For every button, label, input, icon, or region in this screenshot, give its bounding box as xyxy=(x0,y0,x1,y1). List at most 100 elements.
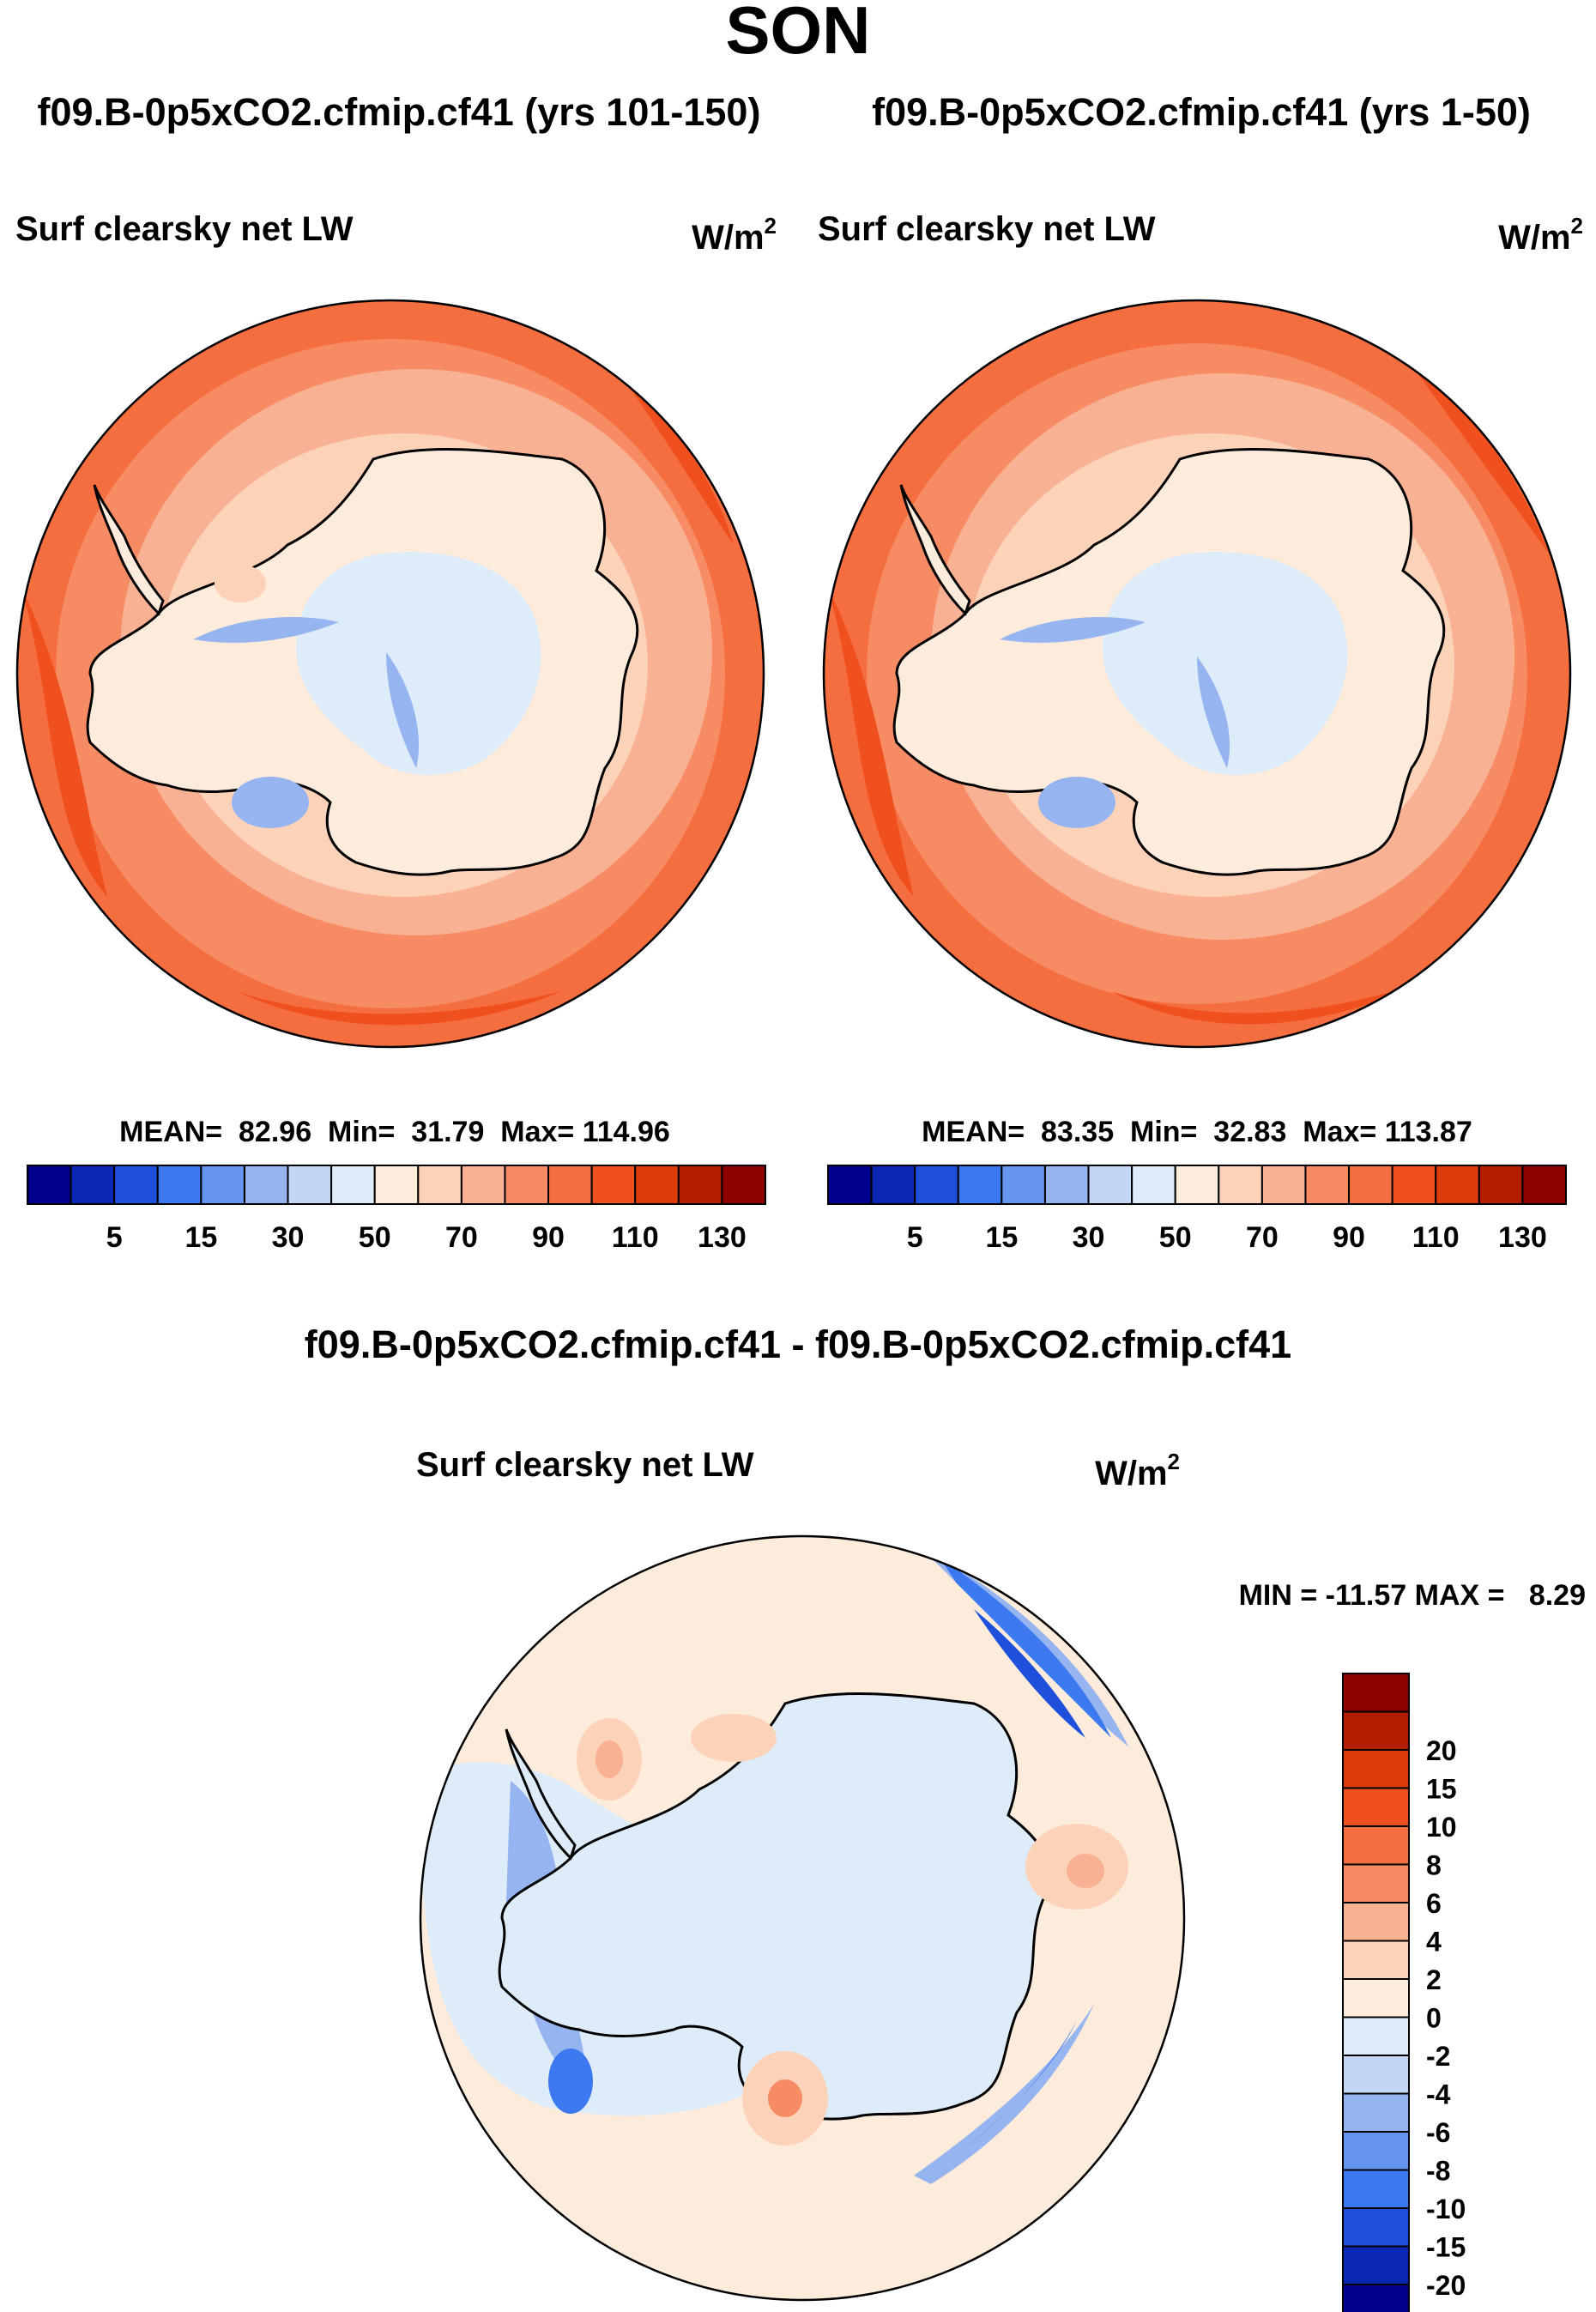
panel1-colorbar-tick-label: 70 xyxy=(445,1221,478,1254)
diff-variable-label: Surf clearsky net LW xyxy=(416,1446,754,1484)
diff-colorbar-tick-label: 6 xyxy=(1426,1888,1442,1919)
panel1-colorbar-swatch xyxy=(634,1165,680,1205)
diff-colorbar-tick-label: 4 xyxy=(1426,1927,1442,1958)
panel2-colorbar-tick-label: 110 xyxy=(1412,1221,1460,1254)
panel2-stats: MEAN= 83.35 Min= 32.83 Max= 113.87 xyxy=(922,1116,1472,1148)
panel2-colorbar-swatch xyxy=(1521,1165,1567,1205)
diff-map xyxy=(419,1534,1186,2302)
panel2-colorbar-swatch xyxy=(1304,1165,1351,1205)
panel2-colorbar-swatch xyxy=(1260,1165,1307,1205)
diff-colorbar-swatch xyxy=(1342,2207,1410,2248)
panel2-colorbar-swatch xyxy=(870,1165,916,1205)
diff-colorbar-tick-label: 10 xyxy=(1426,1812,1457,1843)
panel2-colorbar-tick-label: 5 xyxy=(907,1221,923,1254)
panel2-colorbar-swatch xyxy=(1131,1165,1176,1205)
panel-case1: Surf clearsky net LW W/m2 xyxy=(15,210,777,1254)
panel1-colorbar-tick-label: 50 xyxy=(359,1221,391,1254)
diff-colorbar-tick-label: 8 xyxy=(1426,1850,1442,1881)
panel1-colorbar-swatch xyxy=(373,1165,420,1205)
panel1-title: f09.B-0p5xCO2.cfmip.cf41 (yrs 101-150) xyxy=(38,90,761,134)
panel2-colorbar-tick-label: 90 xyxy=(1333,1221,1365,1254)
panel1-colorbar-tick-label: 130 xyxy=(698,1221,747,1254)
diff-colorbar-swatch xyxy=(1342,1710,1410,1751)
panel1-colorbar-swatch xyxy=(243,1165,289,1205)
panel1-colorbar-tick-label: 90 xyxy=(532,1221,565,1254)
panel1-colorbar-swatch xyxy=(287,1165,333,1205)
diff-colorbar-swatch xyxy=(1342,2055,1410,2095)
panel1-variable-label: Surf clearsky net LW xyxy=(15,210,354,248)
panel2-colorbar-swatch xyxy=(1435,1165,1480,1205)
diff-colorbar-swatch xyxy=(1342,2131,1410,2171)
panel2-colorbar-swatch xyxy=(1348,1165,1393,1205)
diff-colorbar-tick-label: 20 xyxy=(1426,1735,1457,1766)
panel1-colorbar-swatch xyxy=(547,1165,593,1205)
diff-colorbar-tick-label: -20 xyxy=(1426,2270,1466,2301)
panel2-colorbar-swatch xyxy=(1391,1165,1437,1205)
diff-colorbar-tick-label: -8 xyxy=(1426,2156,1450,2187)
diff-colorbar-swatch xyxy=(1342,1902,1410,1942)
panel2-colorbar-swatch xyxy=(1043,1165,1090,1205)
diff-colorbar-swatch xyxy=(1342,1749,1410,1789)
panel1-colorbar-tick-label: 15 xyxy=(184,1221,217,1254)
panel1-colorbar-swatch xyxy=(460,1165,506,1205)
panel1-colorbar-swatch xyxy=(417,1165,462,1205)
panel1-stats: MEAN= 82.96 Min= 31.79 Max= 114.96 xyxy=(119,1116,670,1148)
panel2-title: f09.B-0p5xCO2.cfmip.cf41 (yrs 1-50) xyxy=(872,90,1531,134)
diff-colorbar-swatch xyxy=(1342,2169,1410,2209)
panel1-colorbar-tick-label: 110 xyxy=(612,1221,659,1254)
diff-title: f09.B-0p5xCO2.cfmip.cf41 - f09.B-0p5xCO2… xyxy=(305,1322,1291,1366)
panel1-colorbar-swatch xyxy=(504,1165,550,1205)
diff-colorbar-tick-label: 0 xyxy=(1426,2003,1442,2034)
diff-colorbar-tick-label: -10 xyxy=(1426,2194,1466,2224)
diff-colorbar-tick-label: 2 xyxy=(1426,1964,1442,1995)
diff-colorbar-tick-label: -15 xyxy=(1426,2232,1466,2263)
diff-colorbar-tick-label: 15 xyxy=(1426,1774,1457,1805)
panel-diff: f09.B-0p5xCO2.cfmip.cf41 - f09.B-0p5xCO2… xyxy=(305,1322,1586,2312)
diff-stats: MIN = -11.57 MAX = 8.29 xyxy=(1239,1579,1586,1612)
diff-colorbar-swatch xyxy=(1342,1787,1410,1827)
panel1-colorbar-swatch xyxy=(721,1165,766,1205)
diff-colorbar-swatch xyxy=(1342,1940,1410,1980)
panel2-colorbar-swatch xyxy=(957,1165,1003,1205)
panel-case2: Surf clearsky net LW W/m2 xyxy=(818,210,1583,1254)
panel2-colorbar-tick-label: 50 xyxy=(1159,1221,1192,1254)
panel1-colorbar-swatch xyxy=(200,1165,245,1205)
panel1-colorbar-swatch xyxy=(27,1165,72,1205)
panel2-variable-label: Surf clearsky net LW xyxy=(818,210,1156,248)
diff-colorbar-tick-label: -4 xyxy=(1426,2079,1451,2110)
panel2-colorbar-swatch xyxy=(1218,1165,1263,1205)
diff-units: W/m2 xyxy=(1095,1449,1180,1492)
diff-colorbar-swatch xyxy=(1342,2245,1410,2285)
diff-colorbar-swatch xyxy=(1342,2284,1410,2312)
panel2-map xyxy=(822,299,1572,1049)
diff-colorbar-swatch xyxy=(1342,1978,1410,2018)
panel2-colorbar-swatch xyxy=(1001,1165,1046,1205)
panel2-colorbar-swatch xyxy=(1478,1165,1524,1205)
panel2-colorbar-swatch xyxy=(827,1165,873,1205)
panel1-colorbar-tick-label: 30 xyxy=(272,1221,305,1254)
diff-colorbar-swatch xyxy=(1342,1825,1410,1866)
panel2-units: W/m2 xyxy=(1498,213,1583,257)
diff-colorbar-tick-label: -6 xyxy=(1426,2117,1450,2148)
diff-colorbar-swatch xyxy=(1342,2092,1410,2133)
panel2-colorbar-tick-label: 130 xyxy=(1498,1221,1547,1254)
panel2-colorbar: 5 15 30 50 70 90 110 130 xyxy=(827,1165,1567,1254)
panel1-colorbar-swatch xyxy=(677,1165,723,1205)
panel1-units: W/m2 xyxy=(692,213,777,257)
panel2-colorbar-swatch xyxy=(1087,1165,1134,1205)
panel2-colorbar-tick-label: 15 xyxy=(985,1221,1018,1254)
panel1-colorbar-swatch xyxy=(330,1165,376,1205)
panel1-colorbar-swatch xyxy=(156,1165,203,1205)
panel2-colorbar-swatch xyxy=(914,1165,959,1205)
panel2-colorbar-tick-label: 30 xyxy=(1073,1221,1105,1254)
diff-colorbar-swatch xyxy=(1342,1863,1410,1903)
panel2-colorbar-tick-label: 70 xyxy=(1246,1221,1279,1254)
figure-title: SON xyxy=(725,0,870,68)
panel2-colorbar-swatch xyxy=(1174,1165,1220,1205)
panel1-colorbar-swatch xyxy=(590,1165,637,1205)
diff-colorbar-swatch xyxy=(1342,2016,1410,2056)
panel1-colorbar: 5 15 30 50 70 90 110 130 xyxy=(27,1165,766,1254)
panel1-colorbar-swatch xyxy=(113,1165,159,1205)
